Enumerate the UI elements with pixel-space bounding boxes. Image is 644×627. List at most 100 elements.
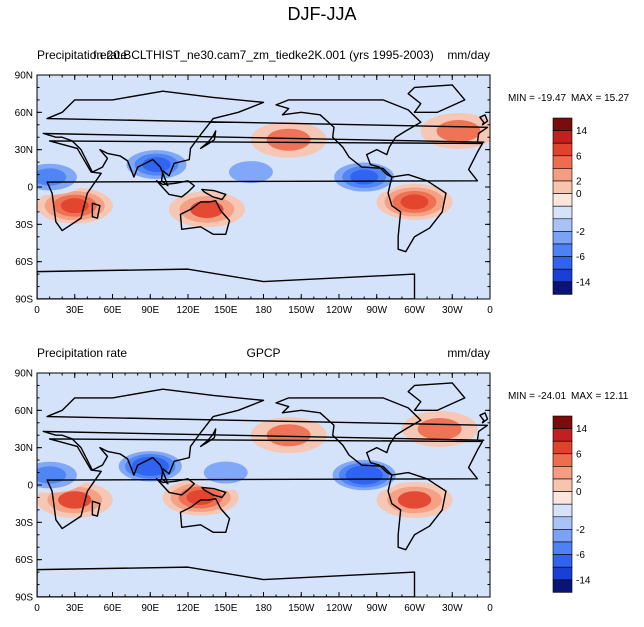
y-tick-label: 90N (15, 71, 33, 82)
y-tick-label: 0 (27, 481, 33, 492)
colorbar-label: -2 (576, 227, 585, 238)
figure-title: DJF-JJA (287, 4, 357, 24)
x-tick-label: 150W (288, 305, 315, 316)
contour-blob-3-1 (266, 128, 311, 151)
panel1-coastlines (37, 84, 489, 299)
panel2-contour-fill (37, 411, 478, 518)
colorbar-swatch (552, 180, 573, 194)
colorbar-label: 2 (576, 475, 582, 486)
colorbar-label: 14 (576, 424, 588, 435)
contour-blob-0-2 (58, 491, 92, 509)
colorbar-swatch (552, 541, 573, 555)
colorbar-swatch (552, 205, 573, 220)
x-tick-label: 120E (176, 305, 200, 316)
coastline-10 (91, 202, 101, 219)
x-tick-label: 90W (366, 603, 387, 614)
colorbar-label: 6 (576, 449, 582, 460)
panel1-axis-ticks: 0 30E 60E 90E 120E 150E 180 150W 120W 90W 60W 30W 09… (15, 71, 494, 317)
panel2-coastlines (37, 382, 489, 597)
colorbar-label: 0 (576, 189, 582, 200)
coastline-6 (37, 268, 416, 299)
coastline-11 (479, 412, 489, 424)
x-tick-label: 90W (366, 305, 387, 316)
y-tick-label: 60N (15, 406, 33, 417)
colorbar-label: 0 (576, 487, 582, 498)
x-tick-label: 0 (487, 603, 493, 614)
panel1-map: 0 30E 60E 90E 120E 150E 180 150W 120W 90W 60W 30W 09… (15, 71, 494, 317)
contour-blob-6-2 (37, 168, 67, 186)
panel1-max-label: MAX = 15.27 (571, 93, 630, 104)
colorbar-swatch (552, 440, 573, 455)
colorbar-swatch (552, 478, 573, 492)
x-tick-label: 120W (326, 603, 353, 614)
colorbar-label: 2 (576, 177, 582, 188)
colorbar-label: -6 (576, 550, 585, 561)
colorbar-swatch (552, 415, 573, 429)
colorbar-label: -2 (576, 525, 585, 536)
x-tick-label: 30E (66, 603, 84, 614)
y-tick-label: 60N (15, 108, 33, 119)
x-tick-label: 150E (214, 305, 238, 316)
panel1-units-label: mm/day (447, 48, 490, 62)
coastline-11 (479, 114, 489, 126)
colorbar-swatch (552, 268, 573, 283)
colorbar-swatch (552, 554, 573, 568)
panel2-map: 0 30E 60E 90E 120E 150E 180 150W 120W 90W 60W 30W 09… (15, 369, 494, 615)
y-tick-label: 0 (27, 183, 33, 194)
x-tick-label: 150W (288, 603, 315, 614)
x-tick-label: 0 (487, 305, 493, 316)
contour-blob-1-3 (186, 489, 215, 505)
colorbar-swatch (552, 453, 573, 467)
coastline-1 (42, 90, 489, 187)
coastline-9 (199, 130, 217, 150)
colorbar-swatch (552, 243, 573, 257)
contour-blob-7-3 (350, 169, 379, 185)
colorbar-swatch (552, 579, 573, 593)
coastline-7 (155, 478, 195, 496)
coastline-2 (275, 99, 422, 178)
x-tick-label: 0 (34, 305, 40, 316)
y-tick-label: 30N (15, 443, 33, 454)
x-tick-label: 30W (442, 603, 463, 614)
colorbar-swatch (552, 529, 573, 543)
colorbar-label: -14 (576, 575, 591, 586)
coastline-4 (387, 471, 447, 551)
contour-blob-8-1 (228, 161, 273, 184)
coastline-6 (37, 566, 416, 597)
contour-blob-1-2 (190, 200, 224, 219)
x-tick-label: 60E (104, 305, 122, 316)
contour-blob-2-3 (400, 194, 429, 210)
y-tick-label: 30N (15, 145, 33, 156)
x-tick-label: 90E (141, 305, 159, 316)
colorbar-swatch (552, 428, 573, 442)
colorbar-swatch (552, 231, 573, 245)
colorbar-swatch (552, 516, 573, 530)
colorbar-swatch (552, 155, 573, 169)
x-tick-label: 60W (404, 603, 425, 614)
x-tick-label: 30W (442, 305, 463, 316)
panel1-colorbar: 14 6 20 -2 -6 -14 (552, 117, 591, 295)
coastline-10 (91, 500, 101, 517)
colorbar-swatch (552, 566, 573, 581)
coastline-0 (46, 438, 484, 530)
panel2-max-label: MAX = 12.11 (571, 391, 629, 402)
colorbar-swatch (552, 130, 573, 144)
coastline-9 (199, 428, 217, 448)
coastline-5 (179, 497, 231, 533)
contour-blob-5-4 (137, 459, 163, 474)
colorbar-swatch (552, 142, 573, 157)
colorbar-label: -6 (576, 252, 585, 263)
panel2-min-label: MIN = -24.01 (508, 391, 567, 402)
colorbar-label: -14 (576, 277, 591, 288)
colorbar-swatch (552, 466, 573, 480)
coastline-1 (42, 388, 489, 485)
colorbar-swatch (552, 503, 573, 518)
y-tick-label: 60S (15, 257, 33, 268)
colorbar-swatch (552, 218, 573, 232)
panel2-axis-ticks: 0 30E 60E 90E 120E 150E 180 150W 120W 90W 60W 30W 09… (15, 369, 494, 615)
x-tick-label: 120E (176, 603, 200, 614)
contour-blob-4-1 (436, 120, 481, 142)
contour-blob-6-2 (37, 466, 67, 484)
contour-blob-4-1 (417, 418, 462, 440)
